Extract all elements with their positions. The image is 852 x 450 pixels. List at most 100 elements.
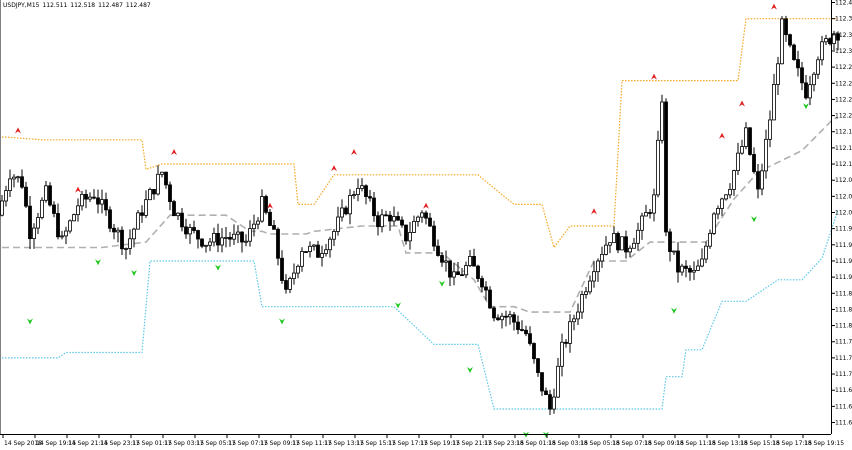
fractal-down-arrow-icon [279,318,285,325]
bearish-candle [792,44,796,60]
bullish-candle [0,200,4,216]
bullish-candle [332,231,336,240]
bullish-candle [740,146,744,154]
bullish-candle [320,253,324,258]
symbol-timeframe: USDJPY,M15 [3,2,40,9]
price-label: 111.665 [835,403,852,410]
price-label: 112.265 [835,80,852,87]
bullish-candle [604,244,608,255]
bullish-candle [44,185,48,201]
bearish-candle [272,225,276,230]
bearish-candle [564,341,568,344]
price-label: 112.085 [835,177,852,184]
bullish-candle [572,318,576,323]
bearish-candle [404,224,408,242]
bearish-candle [484,286,488,291]
fractal-up-arrow-icon [739,100,745,107]
fractals-layer [15,3,809,438]
bullish-candle [336,216,340,232]
fractal-down-arrow-icon [751,216,757,223]
bearish-candle [624,236,628,253]
bullish-candle [416,216,420,222]
bullish-candle [632,242,636,249]
time-label: 18 Sep 17:15 [772,440,812,447]
bearish-candle [184,226,188,235]
bearish-candle [648,212,652,214]
bullish-candle [696,265,700,271]
bullish-candle [600,253,604,262]
bullish-candle [232,233,236,240]
time-label: 14 Sep 2018 [4,440,42,447]
close-price: 112.487 [125,2,151,9]
bearish-candle [616,233,620,251]
bullish-candle [116,229,120,233]
bearish-candle [440,255,444,263]
bullish-candle [728,189,732,196]
bearish-candle [520,329,524,331]
price-label: 112.055 [835,193,852,200]
fractal-up-arrow-icon [171,148,177,155]
bearish-candle [368,196,372,199]
bullish-candle [568,321,572,344]
price-label: 112.175 [835,129,852,136]
time-label: 17 Sep 15:15 [356,440,396,447]
bullish-candle [72,214,76,222]
bullish-candle [656,139,660,196]
bullish-candle [408,232,412,242]
bullish-candle [296,265,300,274]
price-label: 111.635 [835,420,852,427]
fractal-up-arrow-icon [331,165,337,172]
bearish-candle [432,225,436,247]
bullish-candle [328,238,332,251]
bullish-candle [620,236,624,251]
time-label: 14 Sep 21:15 [68,440,108,447]
bullish-candle [636,229,640,244]
bullish-candle [692,269,696,273]
bullish-candle [128,238,132,249]
fractal-up-arrow-icon [591,208,597,215]
bullish-candle [260,196,264,222]
bullish-candle [220,237,224,246]
price-label: 111.935 [835,258,852,265]
bullish-candle [584,291,588,295]
time-label: 18 Sep 11:15 [676,440,716,447]
bearish-candle [428,217,432,227]
bearish-candle [24,186,28,207]
bullish-candle [208,241,212,246]
bullish-candle [628,247,632,253]
fractal-up-arrow-icon [75,186,81,193]
fractal-down-arrow-icon [27,318,33,325]
bullish-candle [580,294,584,313]
bullish-candle [16,176,20,179]
bullish-candle [64,230,68,237]
bearish-candle [228,237,232,240]
bullish-candle [380,214,384,228]
price-label: 112.115 [835,161,852,168]
bearish-candle [540,372,544,392]
bullish-candle [392,216,396,222]
bearish-candle [344,207,348,215]
bearish-candle [276,228,280,259]
bullish-candle [188,227,192,235]
bullish-candle [288,278,292,290]
bullish-candle [772,84,776,121]
bullish-candle [300,251,304,267]
bearish-candle [364,185,368,197]
bearish-candle [516,321,520,330]
bullish-candle [212,233,216,243]
bearish-candle [668,231,672,252]
price-axis[interactable]: 112.415 112.385 112.355 112.325 112.295 112.2… [831,0,852,427]
bearish-candle [752,154,756,173]
bullish-candle [360,185,364,189]
bullish-candle [156,173,160,195]
price-label: 111.815 [835,323,852,330]
indicator-layer [2,18,839,410]
time-label: 17 Sep 11:15 [292,440,332,447]
bearish-candle [140,212,144,216]
bullish-candle [724,194,728,200]
bullish-candle [340,207,344,218]
low-price: 112.487 [98,2,123,9]
